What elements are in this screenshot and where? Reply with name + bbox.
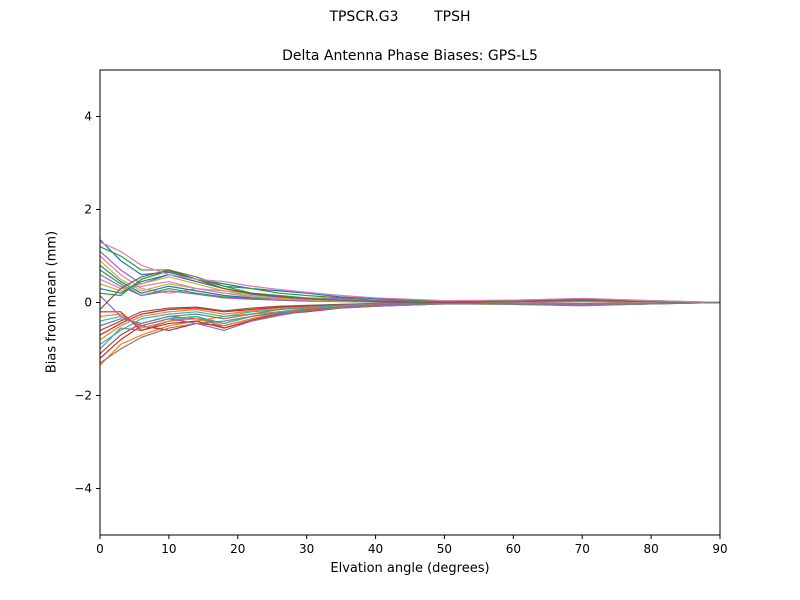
y-tick-label: −4 [74,482,92,496]
series-line [99,269,721,304]
series-line [99,301,721,359]
x-tick-label: 70 [575,542,590,556]
x-tick-label: 50 [437,542,452,556]
x-tick-label: 0 [96,542,104,556]
x-axis-label: Elvation angle (degrees) [330,561,490,576]
x-tick-label: 60 [506,542,521,556]
series-line [99,301,721,364]
x-tick-label: 90 [712,542,727,556]
plot-title: Delta Antenna Phase Biases: GPS-L5 [282,48,538,64]
series-line [99,295,721,331]
series-line [99,241,721,304]
y-tick-label: 0 [84,296,92,310]
x-tick-label: 30 [299,542,314,556]
figure-suptitle: TPSCR.G3 TPSH [329,9,471,25]
y-tick-label: 2 [84,203,92,217]
series-line [99,260,721,304]
x-tick-label: 40 [368,542,383,556]
y-tick-label: −2 [74,389,92,403]
x-tick-label: 20 [230,542,245,556]
x-tick-label: 10 [161,542,176,556]
series-line [99,264,721,304]
series-line [99,269,721,310]
series-line [99,250,721,304]
x-tick-label: 80 [643,542,658,556]
y-tick-label: 4 [84,110,92,124]
